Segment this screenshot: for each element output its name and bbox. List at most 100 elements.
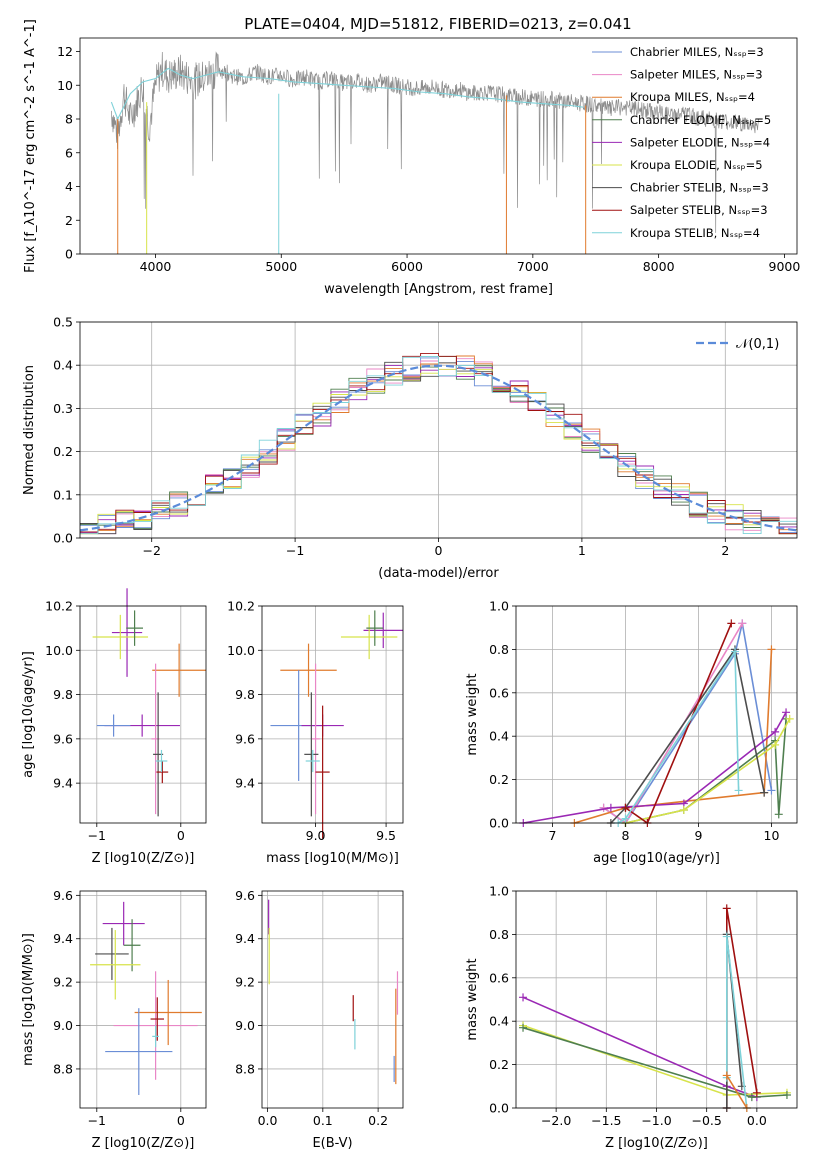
x-tick-label: 0 [177, 828, 185, 843]
plot-layer-age-vs-mass [270, 610, 403, 839]
y-axis-label: mass weight [465, 673, 480, 755]
y-tick-label: 1.0 [489, 599, 509, 614]
y-tick-label: 10.0 [45, 643, 73, 658]
series-marker [679, 805, 688, 814]
series-line [603, 622, 743, 825]
y-tick-label: 9.4 [235, 931, 255, 946]
y-tick-label: 0.0 [53, 531, 73, 546]
y-tick-label: 9.6 [235, 888, 255, 903]
series-marker [519, 993, 528, 1002]
y-tick-label: 0.6 [489, 970, 509, 985]
series-marker [785, 714, 794, 723]
x-axis-label: Z [log10(Z/Z⊙)] [92, 1136, 195, 1151]
x-tick-label: −1.5 [591, 1113, 621, 1128]
plot-layer-mass-weight-vs-Z [519, 904, 791, 1112]
series-line [522, 996, 758, 1098]
x-tick-label: −1.0 [641, 1113, 671, 1128]
y-tick-label: 2 [65, 213, 73, 228]
histogram-step [80, 356, 797, 535]
x-axis-label: Z [log10(Z/Z⊙)] [92, 851, 195, 866]
series-line [574, 649, 773, 824]
y-tick-label: 9.4 [235, 776, 255, 791]
x-tick-label: −2 [142, 543, 160, 558]
y-tick-label: 0.6 [489, 685, 509, 700]
model-spectrum-line [110, 67, 584, 121]
error-bar-point [95, 927, 129, 980]
error-bar-point [134, 979, 202, 1046]
series-marker [621, 803, 630, 812]
axes-frame [261, 890, 404, 1109]
plot-layer-mass-weight-vs-age [519, 619, 794, 827]
series-marker [771, 727, 780, 736]
series-marker [734, 786, 743, 795]
series-line [726, 936, 748, 1109]
x-axis-label: Z [log10(Z/Z⊙)] [605, 1136, 708, 1151]
y-tick-label: 10.0 [227, 643, 255, 658]
legend-label: Kroupa STELIB, Nₛₛₚ=4 [630, 226, 760, 240]
axes-frame [79, 890, 207, 1109]
y-tick-label: 9.8 [235, 687, 255, 702]
legend-label: Kroupa MILES, Nₛₛₚ=4 [630, 90, 755, 104]
y-tick-label: 0.2 [53, 444, 73, 459]
y-tick-label: 9.2 [53, 975, 73, 990]
series-line [625, 718, 791, 824]
x-tick-label: 2 [721, 543, 729, 558]
x-tick-label: 7 [549, 828, 557, 843]
error-bar-point [152, 643, 206, 697]
axes-residuals: −2 −1 0 1 2 0.0 0.1 0.2 0.3 0.4 0.5 (data-model)/er… [22, 315, 798, 581]
legend-label: Chabrier ELODIE, Nₛₛₚ=5 [630, 113, 771, 127]
x-tick-label: 8000 [643, 259, 675, 274]
axes-mass-vs-Z: −1 0 8.8 9.0 9.2 9.4 9.6 Z [log10(Z/Z⊙)] mass [l… [21, 888, 207, 1151]
y-tick-label: 9.6 [235, 731, 255, 746]
y-tick-label: 9.4 [53, 776, 73, 791]
axes-frame [515, 605, 798, 824]
y-tick-label: 0.4 [489, 729, 509, 744]
plot-area: 4000 5000 6000 7000 8000 9000024681012wavelen… [21, 19, 800, 1151]
series-marker [722, 904, 731, 913]
series-marker [727, 619, 736, 628]
x-tick-label: 0 [435, 543, 443, 558]
y-tick-label: 0.4 [489, 1014, 509, 1029]
x-tick-label: 9.0 [306, 828, 326, 843]
axes-mass-weight-vs-Z: −2.0 −1.5 −1.0 −0.5 0.0 0.0 0.2 0.4 0.6 0.8 1.0 Z [… [465, 884, 798, 1151]
error-bar-point [280, 643, 337, 697]
x-tick-label: −2.0 [541, 1113, 571, 1128]
y-axis-label: Normed distribution [22, 365, 37, 495]
plot-layer-spectrum [110, 51, 760, 254]
series-marker [771, 740, 780, 749]
error-bar-point [311, 663, 320, 815]
y-tick-label: 9.0 [235, 1018, 255, 1033]
legend-label: Salpeter MILES, Nₛₛₚ=3 [630, 68, 763, 82]
y-tick-label: 10 [57, 78, 73, 93]
axes-mass-weight-vs-age: 7 8 9 10 0.0 0.2 0.4 0.6 0.8 1.0 age [log10(age/yr… [465, 599, 798, 866]
y-tick-label: 0 [65, 247, 73, 262]
x-tick-label: 0 [177, 1113, 185, 1128]
legend-label: Chabrier STELIB, Nₛₛₚ=3 [630, 181, 769, 195]
y-tick-label: 6 [65, 145, 73, 160]
y-tick-label: 0.5 [53, 315, 73, 330]
error-bar-point [156, 761, 169, 784]
plot-layer-mass-vs-EBV [268, 899, 399, 1085]
x-tick-label: −1 [88, 1113, 106, 1128]
y-axis-label: Flux [f_λ10^-17 erg cm^-2 s^-1 A^-1] [23, 19, 38, 273]
error-bar-point [340, 614, 398, 660]
series-line [726, 1075, 748, 1109]
x-axis-label: mass [log10(M/M⊙)] [266, 851, 399, 866]
x-axis-label: wavelength [Angstrom, rest frame] [324, 282, 553, 297]
error-bar-point [90, 930, 141, 1000]
x-tick-label: 8 [622, 828, 630, 843]
y-tick-label: 0.8 [489, 642, 509, 657]
y-tick-label: 0.3 [53, 401, 73, 416]
x-tick-label: 0.0 [747, 1113, 767, 1128]
x-tick-label: 6000 [391, 259, 423, 274]
series-marker [747, 1093, 756, 1102]
y-tick-label: 9.4 [53, 931, 73, 946]
legend-label: Salpeter ELODIE, Nₛₛₚ=4 [630, 135, 770, 149]
x-tick-label: 4000 [140, 259, 172, 274]
x-tick-label: −1 [286, 543, 304, 558]
series-marker [774, 810, 783, 819]
axes-age-vs-mass: 9.0 9.5 9.4 9.6 9.8 10.0 10.2 mass [log10(M/M⊙)… [227, 599, 404, 866]
error-bar-point [155, 749, 168, 773]
series-marker [722, 932, 731, 941]
figure-title: PLATE=0404, MJD=51812, FIBERID=0213, z=0… [244, 15, 631, 33]
